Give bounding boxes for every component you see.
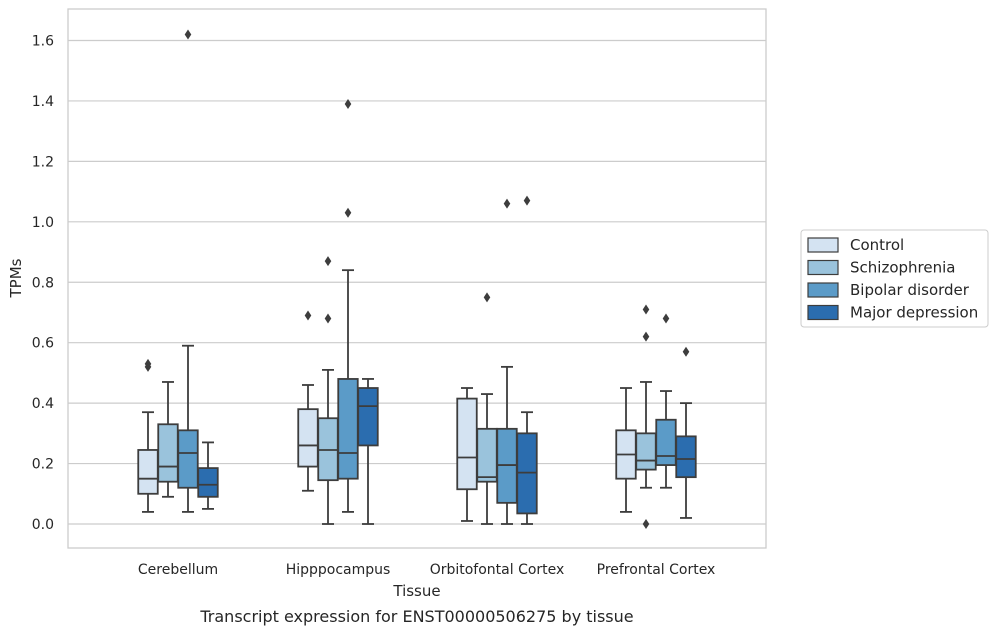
- box-body: [337, 378, 359, 480]
- flier-point: [662, 313, 670, 324]
- y-axis-ticks: 0.0 0.2 0.4 0.6 0.8 1.0 1.2 1.4 1.6: [32, 34, 54, 534]
- box-group: [337, 98, 359, 513]
- box-body: [177, 429, 199, 489]
- box-body: [157, 423, 179, 483]
- flier-point: [523, 195, 531, 206]
- box-group: [177, 29, 199, 513]
- x-tick-label: Orbitofontal Cortex: [430, 562, 565, 578]
- box-body: [137, 449, 159, 495]
- box-group: [476, 292, 498, 525]
- box-groups: [137, 29, 697, 529]
- flier-point: [483, 292, 491, 303]
- legend-label: Bipolar disorder: [850, 281, 970, 299]
- box-body: [297, 408, 319, 468]
- box-body: [635, 432, 657, 471]
- box-group: [157, 381, 179, 498]
- box-body: [456, 397, 478, 491]
- y-tick-label: 1.0: [32, 215, 54, 231]
- flier-point: [344, 98, 352, 109]
- y-tick-label: 0.0: [32, 517, 54, 533]
- flier-point: [642, 304, 650, 315]
- box-group: [655, 313, 677, 489]
- box-group: [635, 304, 657, 529]
- flier-point: [503, 198, 511, 209]
- plot-area: [67, 8, 767, 549]
- box-group: [516, 195, 538, 525]
- flier-point: [184, 29, 192, 40]
- x-axis-ticks: Cerebellum Hipppocampus Orbitofontal Corte…: [138, 562, 715, 578]
- y-tick-label: 1.6: [32, 34, 54, 50]
- legend-swatch: [807, 237, 839, 253]
- box-body: [655, 418, 677, 466]
- flier-point: [144, 358, 152, 369]
- y-tick-label: 0.8: [32, 275, 54, 291]
- y-tick-label: 0.4: [32, 396, 54, 412]
- flier-point: [344, 207, 352, 218]
- box-group: [357, 378, 379, 525]
- flier-point: [682, 346, 690, 357]
- box-group: [317, 256, 339, 525]
- x-tick-label: Prefrontal Cortex: [597, 562, 716, 578]
- box-group: [675, 346, 697, 519]
- legend-label: Schizophrenia: [850, 259, 955, 277]
- box-group: [137, 358, 159, 513]
- box-group: [496, 198, 518, 525]
- flier-point: [324, 313, 332, 324]
- x-tick-label: Cerebellum: [138, 562, 218, 578]
- y-tick-label: 1.2: [32, 154, 54, 170]
- box-body: [197, 467, 219, 498]
- box-body: [675, 435, 697, 479]
- legend: Control Schizophrenia Bipolar disorder Majo…: [800, 229, 989, 328]
- box-group: [615, 387, 637, 513]
- flier-point: [324, 256, 332, 267]
- legend-label: Control: [850, 236, 904, 254]
- legend-label: Major depression: [850, 304, 978, 322]
- y-tick-label: 1.4: [32, 94, 54, 110]
- legend-swatch: [807, 259, 839, 276]
- box-body: [476, 427, 498, 483]
- box-group: [197, 441, 219, 510]
- x-tick-label: Hipppocampus: [286, 562, 391, 578]
- y-tick-label: 0.6: [32, 336, 54, 352]
- legend-swatch: [807, 282, 839, 298]
- y-axis-title: TPMs: [7, 258, 25, 298]
- x-axis-title: Tissue: [392, 582, 440, 600]
- y-tick-label: 0.2: [32, 457, 54, 473]
- flier-point: [642, 519, 650, 529]
- chart-caption: Transcript expression for ENST0000050627…: [199, 607, 633, 626]
- legend-frame: [800, 229, 989, 328]
- legend-swatch: [807, 304, 839, 321]
- flier-point: [304, 310, 312, 321]
- flier-point: [642, 331, 650, 342]
- box-group: [297, 310, 319, 492]
- box-body: [357, 387, 379, 447]
- box-group: [456, 387, 478, 522]
